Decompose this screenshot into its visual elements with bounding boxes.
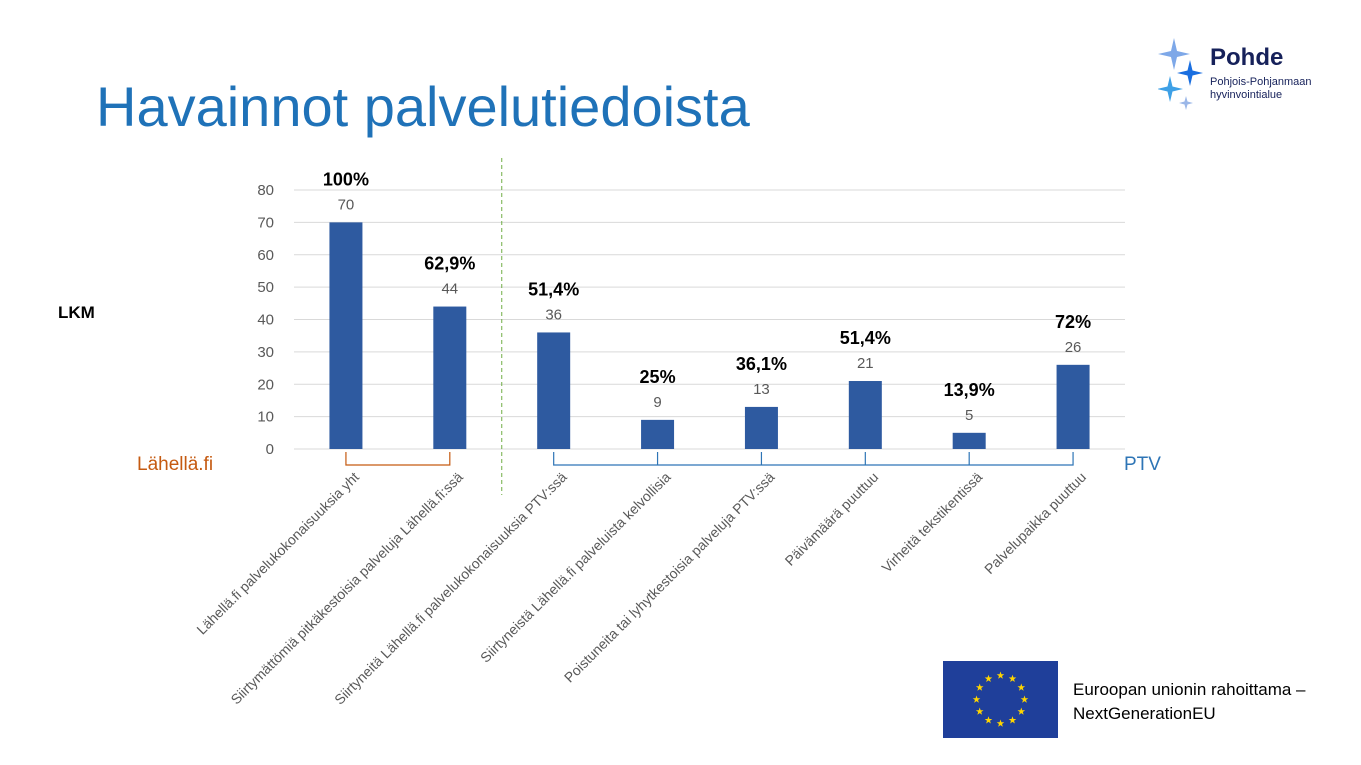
category-label: Lähellä.fi palvelukokonaisuuksia yht: [193, 469, 362, 638]
bar: [848, 381, 882, 449]
category-label: Siirtymättömiä pitkäkestoisia palveluja …: [227, 469, 466, 708]
data-label: 9: [653, 394, 661, 411]
eu-star: [996, 671, 1005, 679]
funding-text: Euroopan unionin rahoittama – NextGenera…: [1073, 678, 1306, 726]
bracket-lahella: [345, 452, 451, 466]
category-label: Siirtyneistä Lähellä.fi palveluista kelv…: [477, 469, 674, 666]
data-label: 13: [753, 381, 770, 398]
eu-star: [975, 707, 984, 715]
percent-label: 72%: [1055, 312, 1091, 332]
bar: [329, 222, 363, 449]
y-tick-label: 80: [257, 182, 274, 199]
y-tick-label: 10: [257, 409, 274, 426]
eu-flag-icon: [943, 661, 1058, 738]
page-title: Havainnot palvelutiedoista: [96, 75, 750, 138]
percent-label: 62,9%: [424, 254, 475, 274]
y-tick-label: 60: [257, 247, 274, 264]
bracket-ptv: [553, 452, 1074, 466]
eu-star: [975, 683, 984, 691]
group-label-ptv: PTV: [1124, 454, 1161, 475]
y-tick-label: 20: [257, 376, 274, 393]
category-label: Palvelupaikka puuttuu: [981, 469, 1089, 577]
bar: [641, 419, 675, 449]
pohde-logo: Pohde Pohjois-Pohjanmaan hyvinvointialue: [1158, 38, 1328, 113]
eu-star: [972, 695, 981, 703]
bar: [537, 332, 571, 449]
eu-star: [984, 716, 993, 724]
category-label: Siirtyneitä Lähellä.fi palvelukokonaisuu…: [331, 469, 570, 708]
logo-subtitle-line2: hyvinvointialue: [1210, 89, 1283, 101]
percent-label: 13,9%: [944, 380, 995, 400]
data-label: 70: [338, 196, 355, 213]
category-label: Poistuneita tai lyhytkestoisia palveluja…: [561, 469, 778, 686]
category-label: Virheitä tekstikentissä: [878, 469, 985, 576]
bar: [433, 306, 467, 449]
bar: [1056, 364, 1090, 449]
y-tick-label: 50: [257, 279, 274, 296]
funding-line1: Euroopan unionin rahoittama –: [1073, 680, 1306, 699]
data-label: 5: [965, 407, 973, 424]
bar: [952, 432, 986, 449]
logo-subtitle: Pohjois-Pohjanmaan hyvinvointialue: [1210, 76, 1312, 102]
eu-star: [1020, 695, 1029, 703]
eu-star: [1008, 716, 1017, 724]
logo-name: Pohde: [1210, 44, 1284, 71]
data-label: 21: [857, 355, 874, 372]
logo-subtitle-line1: Pohjois-Pohjanmaan: [1210, 76, 1312, 88]
data-label: 26: [1065, 339, 1082, 356]
percent-label: 51,4%: [528, 279, 579, 299]
data-label: 36: [545, 306, 562, 323]
percent-label: 100%: [323, 169, 369, 189]
funding-line2: NextGenerationEU: [1073, 704, 1216, 723]
percent-label: 51,4%: [840, 328, 891, 348]
eu-star: [996, 719, 1005, 727]
eu-star: [1017, 707, 1026, 715]
y-tick-label: 40: [257, 312, 274, 329]
y-axis-label: LKM: [58, 303, 95, 322]
eu-star: [984, 674, 993, 682]
y-tick-label: 0: [266, 441, 274, 458]
percent-label: 25%: [640, 367, 676, 387]
y-tick-label: 30: [257, 344, 274, 361]
y-tick-label: 70: [257, 214, 274, 231]
bar: [744, 406, 778, 449]
group-label-lahella: Lähellä.fi: [137, 454, 214, 475]
data-label: 44: [441, 281, 458, 298]
eu-star: [1017, 683, 1026, 691]
percent-label: 36,1%: [736, 354, 787, 374]
eu-star: [1008, 674, 1017, 682]
pohde-star-icon: [1158, 38, 1203, 110]
category-label: Päivämäärä puuttuu: [782, 469, 882, 569]
